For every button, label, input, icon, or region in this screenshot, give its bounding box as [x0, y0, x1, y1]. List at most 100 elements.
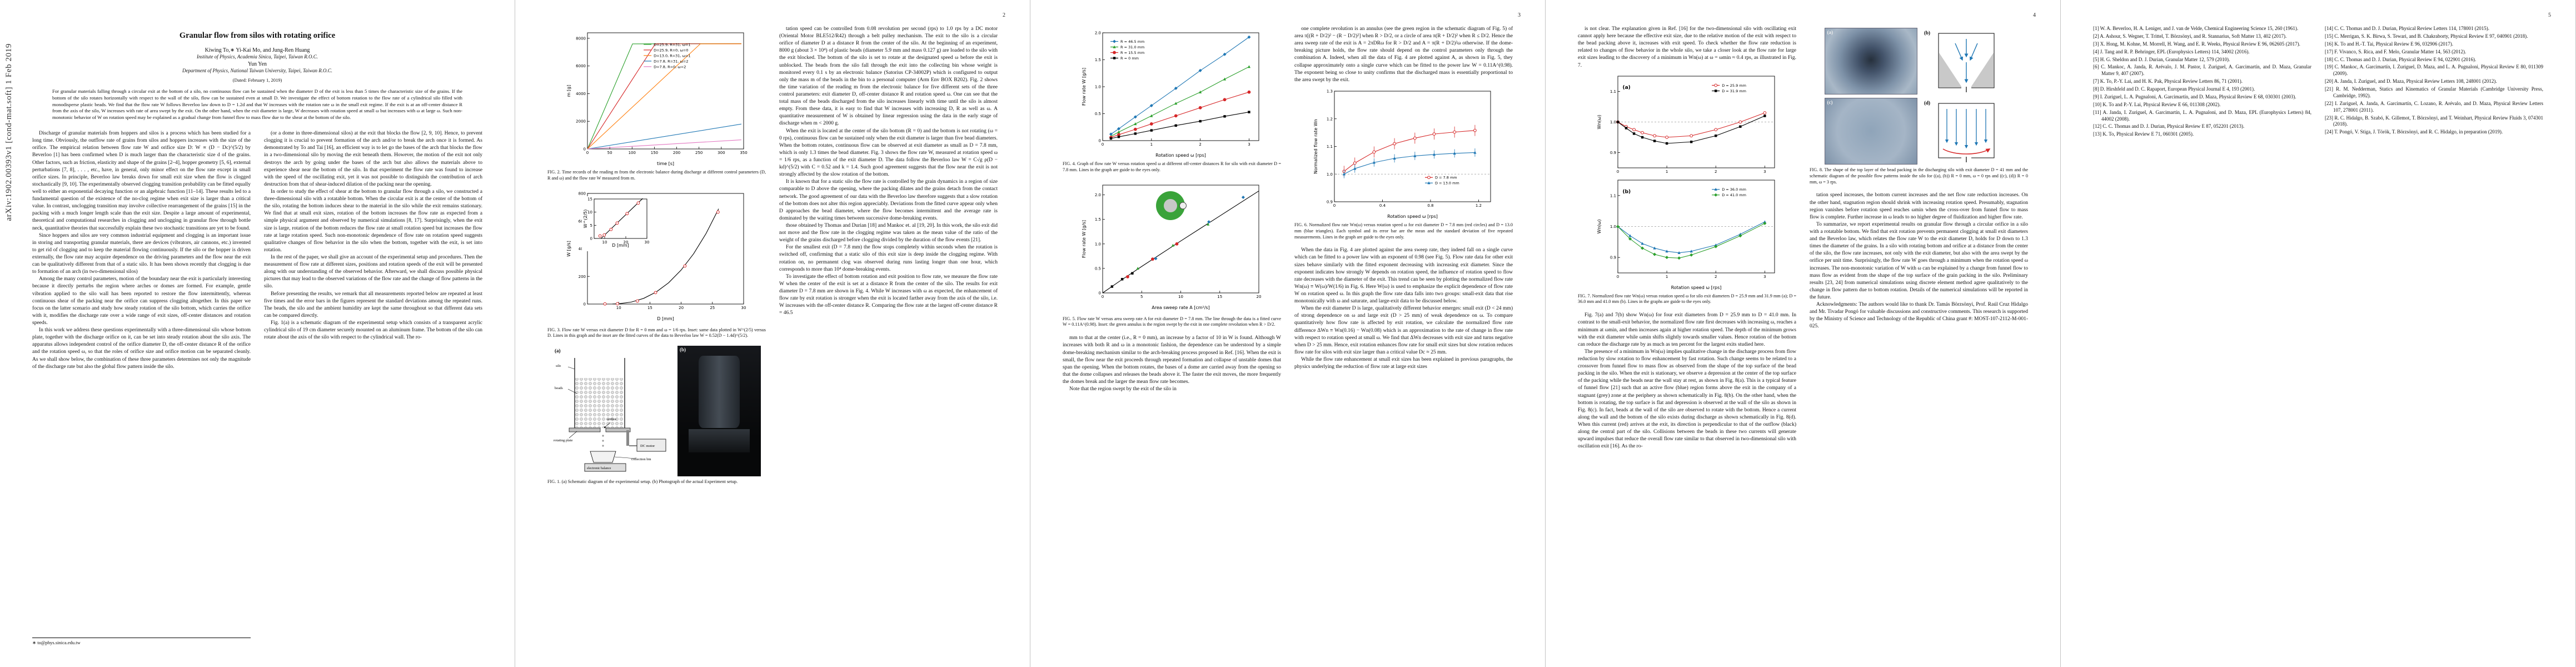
svg-text:Flow rate W [g/s]: Flow rate W [g/s] [1082, 220, 1087, 258]
svg-text:10: 10 [1178, 295, 1183, 299]
svg-text:Rotation speed ω [rps]: Rotation speed ω [rps] [1155, 153, 1206, 158]
svg-text:20: 20 [679, 306, 684, 310]
column-left-text: mm to that at the center (i.e., R = 0 mm… [1063, 335, 1281, 393]
fig8-panel-b-label: (b) [1924, 30, 1930, 36]
fig1-panel-a-label: (a) [555, 348, 561, 354]
svg-text:0: 0 [586, 151, 588, 155]
paragraph: In order to study the effect of shear at… [264, 189, 482, 253]
photo-frame-base [689, 429, 750, 453]
column-left: Discharge of granular materials from hop… [32, 130, 251, 371]
svg-text:R = 15.5 mm: R = 15.5 mm [1120, 51, 1144, 55]
svg-text:2: 2 [1199, 142, 1201, 147]
paragraph: To summarize, we report experimental res… [1810, 221, 2028, 301]
page-number: 5 [2548, 12, 2551, 18]
reference-entry: [20] A. Janda, I. Zuriguel, and D. Maza,… [2325, 78, 2497, 84]
photo-silo-cylinder [699, 356, 740, 429]
paragraph: Fig. 1(a) is a schematic diagram of the … [264, 320, 482, 341]
svg-text:Wn(ω): Wn(ω) [1597, 219, 1602, 233]
page-5: 5 [1] W. A. Beverloo, H. A. Leniger, and… [2061, 0, 2576, 667]
reference-entry: [6] C. Mankoc, A. Janda, R. Arévalo, J. … [2093, 64, 2311, 77]
date-line: (Dated: February 1, 2019) [232, 77, 282, 83]
fig4-chart-area: 0 1 2 3 0 0.5 1.0 1.5 2.0 Rotation speed ω [rps] F… [1063, 28, 1281, 158]
fig3-chart: 10152025300200400600800D [mm]W [g/s] [566, 191, 746, 321]
column-left: is not clear. The explanation given in R… [1578, 26, 1796, 450]
reference-entry: [10] K. To and P.-Y. Lai, Physical Revie… [2093, 101, 2221, 107]
svg-text:0: 0 [590, 236, 592, 241]
paragraph: It is known that for a static silo the f… [779, 179, 998, 221]
fig8-photo-funnel: (a) [1824, 28, 1917, 94]
reference-entry: [7] K. To, P.-Y. Lai, and H. K. Pak, Phy… [2093, 78, 2243, 84]
svg-text:R = 31.0 mm: R = 31.0 mm [1120, 45, 1144, 49]
two-column-body: Discharge of granular materials from hop… [32, 130, 482, 371]
svg-text:2.0: 2.0 [1094, 193, 1100, 197]
fig5-chart-area: 0 5 10 15 20 0 0.5 1.0 1.5 2.0 Area sweep rate A [… [1063, 180, 1281, 313]
swept-annulus-diagram [1156, 191, 1185, 220]
abstract: For granular materials falling through a… [52, 88, 462, 121]
column-right: (or a dome in three-dimensional silos) a… [264, 130, 482, 371]
svg-text:Normalized flow rate Wn: Normalized flow rate Wn [1313, 119, 1318, 174]
paragraph: When the exit is located at the center o… [779, 128, 998, 178]
svg-text:Wn(ω): Wn(ω) [1597, 115, 1602, 129]
fig8-panel-c-label: (c) [1827, 99, 1833, 105]
svg-text:0: 0 [1098, 291, 1100, 295]
column-right-text-bottom: When the data in Fig. 4 are plotted agai… [1294, 247, 1513, 371]
svg-text:20: 20 [1256, 295, 1261, 299]
paragraph: In this work we address these questions … [32, 327, 251, 370]
figure-3: 10152025300200400600800D [mm]W [g/s] 102… [547, 188, 766, 340]
fig6-chart: 0 0.4 0.8 1.2 0.9 1.0 1.1 1.2 1.3 Rotation speed … [1313, 89, 1491, 219]
reference-entry: [11] A. Janda, I. Zuriguel, A. Garcimart… [2093, 109, 2311, 122]
experimental-setup-schematic: (a) [554, 348, 666, 472]
svg-text:0: 0 [1098, 139, 1100, 143]
svg-text:2: 2 [1715, 275, 1717, 279]
fig2-chart-area: 0 50 100 150 200 250 300 350 0 2000 4000 6000 8000 ti… [547, 28, 766, 167]
reference-entry: [23] R. C. Hidalgo, B. Szabó, K. Gillemo… [2325, 115, 2543, 127]
paragraph: those obtained by Thomas and Durian [18]… [779, 222, 998, 243]
reference-entry: [13] K. To, Physical Review E 71, 060301… [2093, 131, 2194, 137]
svg-text:3: 3 [1763, 275, 1766, 279]
reference-entry: [1] W. A. Beverloo, H. A. Leniger, and J… [2093, 26, 2299, 31]
svg-text:1: 1 [1150, 142, 1152, 147]
fig7-panel-b: 0 1 2 3 0.9 1.0 1.1 Rotation speed ω [rps] Wn(ω)… [1597, 180, 1775, 290]
paragraph: In the rest of the paper, we shall give … [264, 255, 482, 290]
authors-line-2: Yun Yen [248, 61, 267, 67]
reference-entry: [16] K. To and H.-T. Tai, Physical Revie… [2325, 41, 2453, 47]
svg-text:8000: 8000 [576, 36, 586, 41]
reference-entry: [15] C. Merrigan, S. K. Birwa, S. Tewari… [2325, 33, 2528, 39]
svg-text:1.0: 1.0 [1094, 242, 1100, 246]
svg-text:W^(2/5): W^(2/5) [583, 209, 588, 228]
svg-text:0: 0 [1616, 275, 1618, 279]
fig8-caption: FIG. 8. The shape of the top layer of th… [1810, 167, 2028, 185]
svg-text:10: 10 [602, 240, 607, 245]
svg-text:1.0: 1.0 [1610, 120, 1616, 125]
svg-text:30: 30 [741, 306, 746, 310]
fig8-panel-d-label: (d) [1924, 100, 1930, 106]
svg-text:Flow rate W [g/s]: Flow rate W [g/s] [1082, 68, 1087, 106]
svg-text:0.8: 0.8 [1427, 203, 1433, 208]
page-number: 3 [1518, 12, 1521, 18]
paragraph: tation speed can be controlled from 0.08… [779, 26, 998, 127]
reference-entry: [12] C. C. Thomas and D. J. Durian, Phys… [2093, 123, 2245, 130]
svg-text:1.2: 1.2 [1475, 203, 1481, 208]
references-column-left: [1] W. A. Beverloo, H. A. Leniger, and J… [2093, 26, 2311, 139]
svg-text:25: 25 [710, 306, 715, 310]
svg-text:R = 0 mm: R = 0 mm [1120, 56, 1139, 61]
fig7-panel-a-area: 0 1 2 3 0.9 1.0 1.1 Wn(ω) D = 25.9 mm D = 31.9 mm… [1596, 72, 1779, 180]
affiliation-1: Institute of Physics, Academia Sinica, T… [197, 54, 318, 59]
column-right: tation speed can be controlled from 0.08… [779, 26, 998, 492]
svg-text:0.5: 0.5 [1094, 112, 1100, 116]
paragraph: Since hoppers and silos are very common … [32, 232, 251, 275]
svg-text:D = 7.8 mm: D = 7.8 mm [1434, 176, 1457, 180]
fig8-photo-flat: (c) [1824, 98, 1917, 165]
svg-text:0: 0 [1101, 142, 1103, 147]
svg-text:D=25.9, R=31, ω=1: D=25.9, R=31, ω=1 [654, 42, 690, 47]
svg-text:250: 250 [695, 151, 702, 155]
svg-text:Area sweep rate A [cm²/s]: Area sweep rate A [cm²/s] [1152, 305, 1209, 310]
svg-text:D = 31.9 mm: D = 31.9 mm [1722, 89, 1746, 93]
reference-entry: [5] H. G. Sheldon and D. J. Durian, Gran… [2093, 56, 2230, 62]
fig1-silo-label: silo [556, 364, 561, 368]
svg-text:W [g/s]: W [g/s] [566, 241, 571, 257]
svg-text:15: 15 [647, 306, 652, 310]
svg-text:(a): (a) [1622, 85, 1630, 91]
column-left: 0 50 100 150 200 250 300 350 0 2000 4000 6000 8000 ti… [547, 26, 766, 492]
